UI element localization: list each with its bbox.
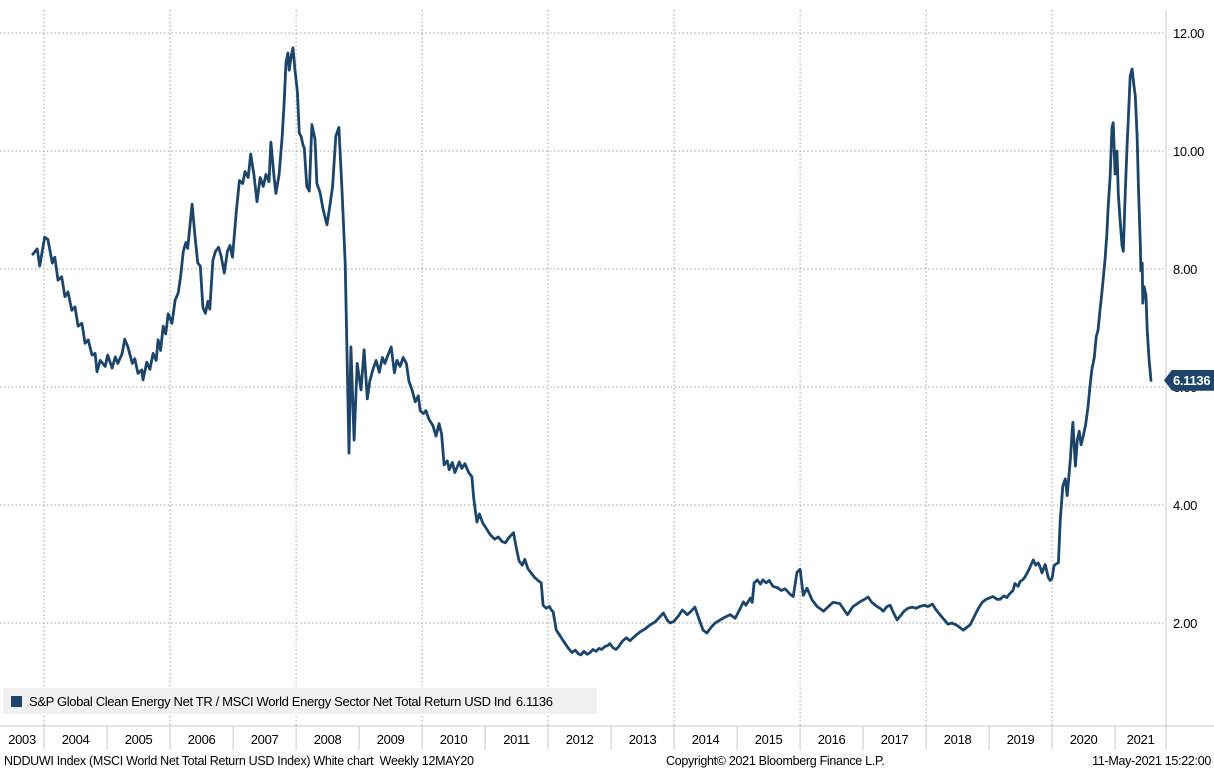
x-tick-label: 2011: [503, 732, 530, 747]
x-tick-label: 2019: [1006, 732, 1035, 747]
legend-label: S&P Global Clean Energy Net TR / MSCI Wo…: [29, 693, 511, 709]
plot-area[interactable]: [0, 10, 1166, 726]
x-tick-label: 2006: [187, 732, 216, 747]
x-tick-label: 2008: [313, 732, 342, 747]
x-tick-label: 2007: [250, 732, 279, 747]
y-tick-label: 4.00: [1173, 498, 1198, 513]
x-tick-label: 2018: [943, 732, 972, 747]
status-bar: NDDUWI Index (MSCI World Net Total Retur…: [0, 752, 1214, 769]
last-price-badge: 6.1136: [1164, 369, 1214, 391]
x-tick-label: 2004: [61, 732, 90, 747]
x-tick-label: 2021: [1126, 732, 1155, 747]
legend-item[interactable]: S&P Global Clean Energy Net TR / MSCI Wo…: [3, 688, 597, 714]
y-tick-label: 10.00: [1173, 144, 1205, 159]
y-tick-label: 2.00: [1173, 616, 1198, 631]
x-tick-label: 2003: [8, 732, 36, 747]
x-tick-label: 2014: [691, 732, 720, 747]
y-tick-label: 8.00: [1173, 262, 1198, 277]
price-line: [31, 46, 1153, 657]
x-tick-label: 2005: [124, 732, 153, 747]
status-security-info: NDDUWI Index (MSCI World Net Total Retur…: [4, 754, 474, 768]
x-tick-label: 2013: [628, 732, 657, 747]
y-tick-label: 12.00: [1173, 26, 1205, 41]
series-swatch-icon: [11, 695, 22, 707]
last-price-badge-text: 6.1136: [1173, 372, 1211, 388]
x-tick-label: 2015: [754, 732, 783, 747]
status-copyright: Copyright© 2021 Bloomberg Finance L.P.: [666, 754, 885, 768]
x-tick-label: 2020: [1069, 732, 1098, 747]
legend-value: 6.1136: [515, 693, 553, 709]
x-tick-label: 2010: [439, 732, 468, 747]
status-timestamp: 11-May-2021 15:22:00: [1092, 754, 1211, 768]
x-tick-label: 2009: [376, 732, 405, 747]
x-tick-label: 2012: [565, 732, 594, 747]
x-tick-label: 2016: [817, 732, 846, 747]
x-tick-label: 2017: [880, 732, 909, 747]
